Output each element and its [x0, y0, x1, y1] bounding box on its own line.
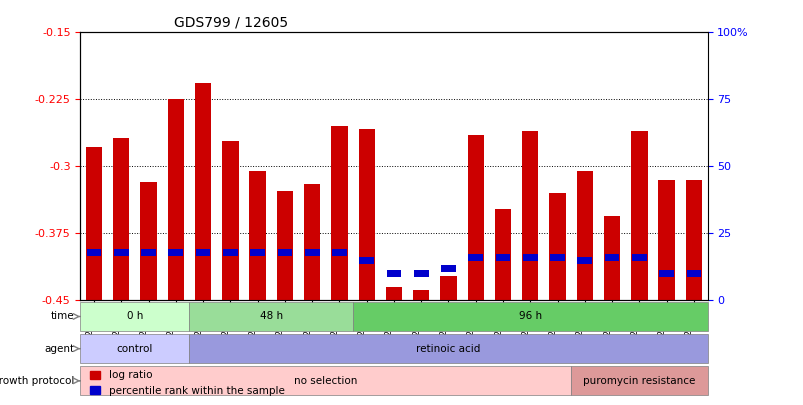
Bar — [549, 254, 565, 261]
Text: 48 h: 48 h — [259, 311, 283, 322]
Bar — [304, 249, 319, 256]
Bar — [114, 249, 128, 256]
Text: 0 h: 0 h — [127, 311, 143, 322]
Bar — [194, 83, 211, 301]
FancyBboxPatch shape — [353, 302, 707, 331]
Bar — [222, 249, 238, 256]
Bar — [222, 141, 238, 301]
Text: retinoic acid: retinoic acid — [416, 344, 480, 354]
Bar — [385, 287, 402, 301]
FancyBboxPatch shape — [80, 334, 190, 363]
Text: GDS799 / 12605: GDS799 / 12605 — [174, 16, 288, 30]
Bar — [304, 184, 320, 301]
Bar — [685, 180, 701, 301]
Text: no selection: no selection — [294, 376, 357, 386]
Bar — [521, 131, 538, 301]
Bar — [386, 270, 401, 277]
Bar — [495, 254, 510, 261]
Bar — [358, 129, 374, 301]
Bar — [522, 254, 537, 261]
Text: control: control — [116, 344, 153, 354]
Bar — [604, 254, 618, 261]
Bar — [331, 126, 347, 301]
Text: puromycin resistance: puromycin resistance — [582, 376, 695, 386]
Text: agent: agent — [44, 344, 74, 354]
Bar — [658, 270, 673, 277]
Bar — [141, 183, 157, 301]
Bar — [249, 171, 266, 301]
Bar — [658, 180, 674, 301]
Bar — [414, 270, 428, 277]
Bar — [141, 249, 156, 256]
Text: growth protocol: growth protocol — [0, 376, 74, 386]
Bar — [113, 138, 129, 301]
Bar — [359, 257, 373, 264]
FancyBboxPatch shape — [80, 367, 570, 395]
Bar — [576, 171, 593, 301]
Bar — [277, 249, 292, 256]
Bar — [86, 147, 102, 301]
Bar — [169, 249, 183, 256]
Bar — [250, 249, 265, 256]
Bar — [413, 290, 429, 301]
Bar — [548, 193, 565, 301]
Bar — [332, 249, 346, 256]
Bar — [440, 276, 456, 301]
Bar — [468, 254, 483, 261]
Bar — [195, 249, 210, 256]
FancyBboxPatch shape — [190, 334, 707, 363]
FancyBboxPatch shape — [570, 367, 707, 395]
Bar — [630, 131, 646, 301]
Bar — [603, 215, 619, 301]
Bar — [467, 135, 483, 301]
Bar — [87, 249, 101, 256]
Bar — [441, 265, 455, 272]
Bar — [577, 257, 592, 264]
Legend: log ratio, percentile rank within the sample: log ratio, percentile rank within the sa… — [85, 366, 288, 400]
FancyBboxPatch shape — [190, 302, 353, 331]
Bar — [494, 209, 511, 301]
Bar — [276, 192, 293, 301]
FancyBboxPatch shape — [80, 302, 190, 331]
Bar — [631, 254, 646, 261]
Bar — [168, 99, 184, 301]
Text: 96 h: 96 h — [518, 311, 541, 322]
Bar — [686, 270, 700, 277]
Text: time: time — [51, 311, 74, 322]
